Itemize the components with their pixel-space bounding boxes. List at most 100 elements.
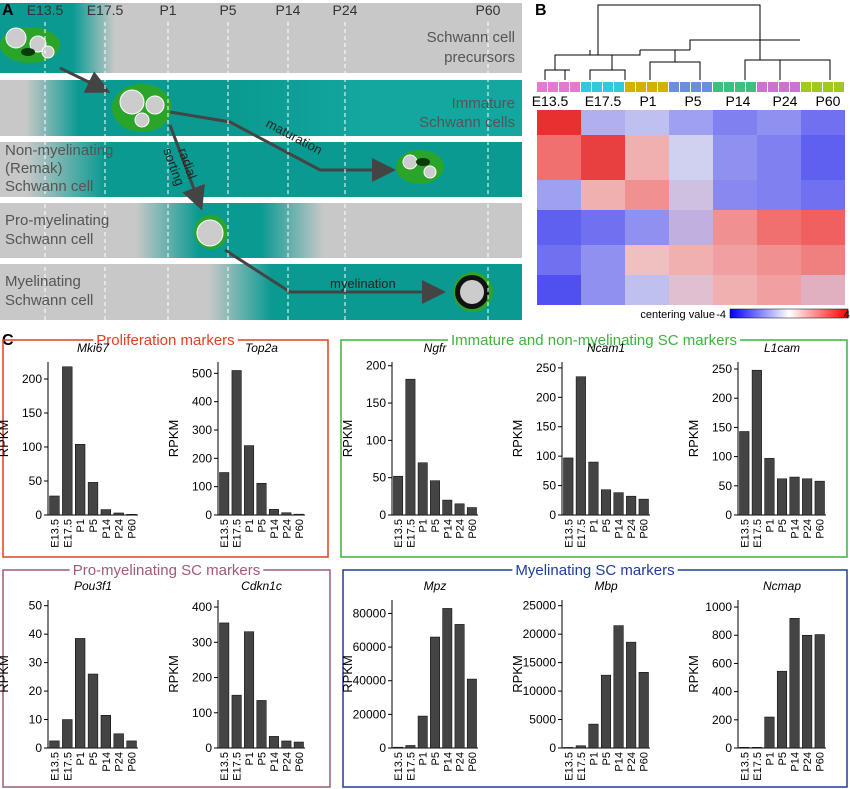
bar (126, 740, 137, 749)
row-label: Schwann cell (427, 29, 515, 46)
x-tick-label: P60 (639, 752, 651, 772)
x-tick-label: P24 (114, 519, 126, 539)
y-tick-label: 200 (22, 372, 42, 386)
y-tick-label: 100 (536, 449, 556, 463)
chart-title: Ncam1 (587, 341, 625, 355)
sample-square (779, 82, 789, 92)
sample-square (702, 82, 712, 92)
x-tick-label: E13.5 (219, 519, 231, 548)
x-tick-label: P60 (294, 519, 306, 539)
y-axis-label: RPKM (510, 420, 525, 458)
x-tick-label: E17.5 (752, 752, 764, 781)
heatmap-block (669, 275, 713, 305)
x-tick-label: P24 (626, 519, 638, 539)
heatmap-block (537, 180, 581, 210)
bar (575, 745, 586, 749)
x-tick-label: P24 (626, 752, 638, 772)
y-axis-label: RPKM (686, 655, 701, 693)
bar (751, 369, 762, 516)
heatmap-block (537, 275, 581, 305)
x-tick-label: P24 (455, 752, 467, 772)
bar (776, 670, 788, 749)
y-tick-label: 200 (366, 359, 386, 373)
bar (814, 634, 825, 749)
bar (393, 746, 404, 749)
bar (100, 509, 111, 516)
sample-square (614, 82, 624, 92)
y-tick-label: 40 (29, 627, 43, 641)
stage-label: P1 (639, 93, 656, 109)
chart-title: Mbp (594, 579, 618, 593)
x-tick-label: E17.5 (576, 519, 588, 548)
bar (293, 513, 304, 516)
bar (739, 747, 750, 749)
sample-square (746, 82, 756, 92)
sample-square (592, 82, 602, 92)
y-tick-label: 0 (35, 741, 42, 755)
x-tick-label: E13.5 (563, 752, 575, 781)
x-tick-label: E17.5 (62, 519, 74, 548)
x-tick-label: P5 (601, 519, 613, 532)
x-tick-label: P5 (257, 519, 269, 532)
stage-label: P24 (333, 2, 358, 18)
x-tick-label: P5 (777, 752, 789, 765)
heatmap-block (537, 245, 581, 275)
y-tick-label: 100 (712, 450, 732, 464)
x-tick-label: P1 (418, 752, 430, 765)
bar (802, 478, 813, 516)
bar (113, 512, 124, 516)
heatmap-block (757, 110, 801, 135)
x-tick-label: P1 (588, 752, 600, 765)
sample-square (757, 82, 767, 92)
bar (231, 370, 242, 516)
bar (776, 478, 788, 516)
row-label: Immature (452, 95, 515, 112)
heatmap-block (801, 245, 845, 275)
bar (613, 625, 624, 749)
stage-label: P60 (476, 2, 501, 18)
y-tick-label: 100 (192, 706, 212, 720)
x-tick-label: P1 (764, 519, 776, 532)
heatmap-block (625, 245, 669, 275)
bar (417, 715, 428, 749)
bar (268, 736, 279, 749)
group-title-bg (93, 332, 238, 349)
heatmap-block (801, 180, 845, 210)
heatmap-block (713, 210, 757, 245)
heatmap-block (713, 180, 757, 210)
bar (789, 476, 800, 516)
x-tick-label: P14 (269, 752, 281, 772)
bar (393, 475, 404, 516)
bar (626, 495, 637, 516)
bar (638, 672, 649, 749)
group-title: Pro-myelinating SC markers (73, 562, 261, 579)
y-tick-label: 400 (192, 600, 212, 614)
heatmap-block (757, 275, 801, 305)
heatmap-block (625, 180, 669, 210)
y-tick-label: 15000 (523, 656, 557, 670)
sample-square (570, 82, 580, 92)
x-tick-label: P14 (442, 752, 454, 772)
bar (638, 498, 649, 516)
heatmap-block (757, 210, 801, 245)
y-tick-label: 0 (725, 741, 732, 755)
x-tick-label: E13.5 (739, 519, 751, 548)
x-tick-label: E13.5 (739, 752, 751, 781)
bar (219, 472, 230, 516)
bar (62, 366, 73, 516)
stage-label: E17.5 (585, 93, 622, 109)
heatmap-block (713, 245, 757, 275)
bar (62, 719, 73, 749)
sample-square (581, 82, 591, 92)
heatmap-block (669, 110, 713, 135)
bar (87, 482, 99, 516)
heatmap-block (669, 210, 713, 245)
bar (231, 694, 242, 749)
heatmap-block (581, 135, 625, 180)
x-tick-label: E17.5 (232, 519, 244, 548)
x-tick-label: E13.5 (49, 519, 61, 548)
colorbar (729, 308, 849, 319)
sample-square (647, 82, 657, 92)
bar (600, 674, 612, 749)
sample-square (691, 82, 701, 92)
